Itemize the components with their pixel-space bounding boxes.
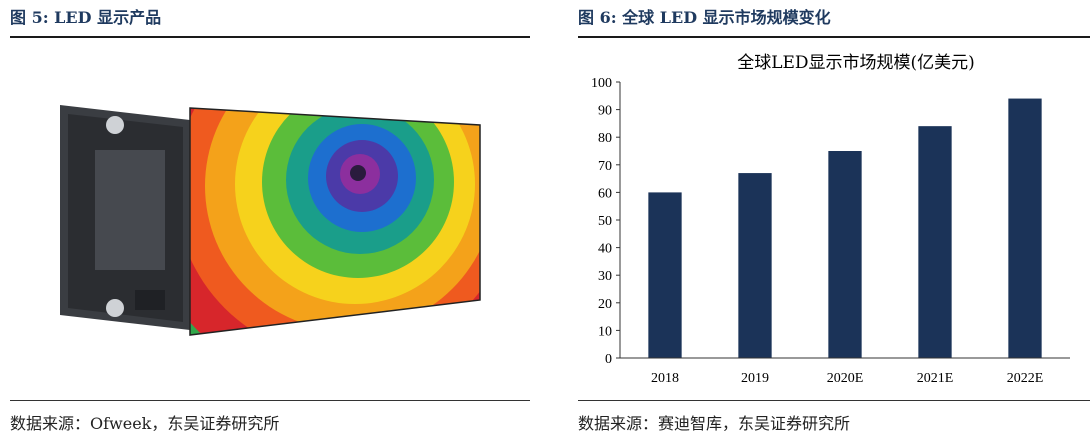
x-tick-label: 2022E <box>1007 371 1044 386</box>
figure-6-source: 数据来源：赛迪智库，东吴证券研究所 <box>578 414 851 433</box>
figure-5-source: 数据来源：Ofweek，东吴证券研究所 <box>10 414 280 433</box>
y-tick-label: 80 <box>598 131 612 146</box>
x-axis: 2018 2019 2020E 2021E 2022E <box>620 357 1070 386</box>
figure-5-top-rule <box>10 36 530 38</box>
cabinet-connector <box>135 290 165 310</box>
led-display-product-image <box>60 105 481 336</box>
y-tick-label: 60 <box>598 186 612 201</box>
y-tick-label: 70 <box>598 159 612 174</box>
rainbow-swirl <box>190 108 480 335</box>
chart-title: 全球LED显示市场规模(亿美元) <box>737 53 975 73</box>
y-tick-label: 0 <box>605 352 612 367</box>
y-tick-label: 90 <box>598 104 612 119</box>
bar-2020E <box>828 151 862 358</box>
figure-6-bottom-rule <box>578 400 1090 401</box>
cabinet-module <box>95 150 165 270</box>
y-tick-label: 40 <box>598 242 612 257</box>
market-size-bar-chart: 全球LED显示市场规模(亿美元) 0102030405060708090100 … <box>591 53 1070 386</box>
x-tick-label: 2019 <box>741 371 769 386</box>
y-tick-label: 20 <box>598 297 612 312</box>
y-tick-label: 10 <box>598 324 612 339</box>
bars <box>648 98 1042 358</box>
figure-6-label: 图 6: 全球 LED 显示市场规模变化 <box>578 8 831 27</box>
y-axis: 0 10 20 30 40 50 60 70 80 90 100 <box>591 76 621 367</box>
x-tick-label: 2021E <box>917 371 954 386</box>
figure-5-label: 图 5: LED 显示产品 <box>10 8 162 27</box>
bar-2018 <box>648 192 682 358</box>
bar-2019 <box>738 173 772 358</box>
y-tick-label: 30 <box>598 269 612 284</box>
y-tick-label: 100 <box>591 76 612 91</box>
y-tick-label: 50 <box>598 214 612 229</box>
cabinet-handle-bottom <box>106 299 124 317</box>
figure-5-bottom-rule <box>10 400 530 401</box>
figure-6-top-rule <box>578 36 1090 38</box>
bar-2021E <box>918 126 952 358</box>
cabinet-handle-top <box>106 116 124 134</box>
x-tick-label: 2018 <box>651 371 679 386</box>
x-tick-label: 2020E <box>827 371 864 386</box>
bar-2022E <box>1008 98 1042 358</box>
